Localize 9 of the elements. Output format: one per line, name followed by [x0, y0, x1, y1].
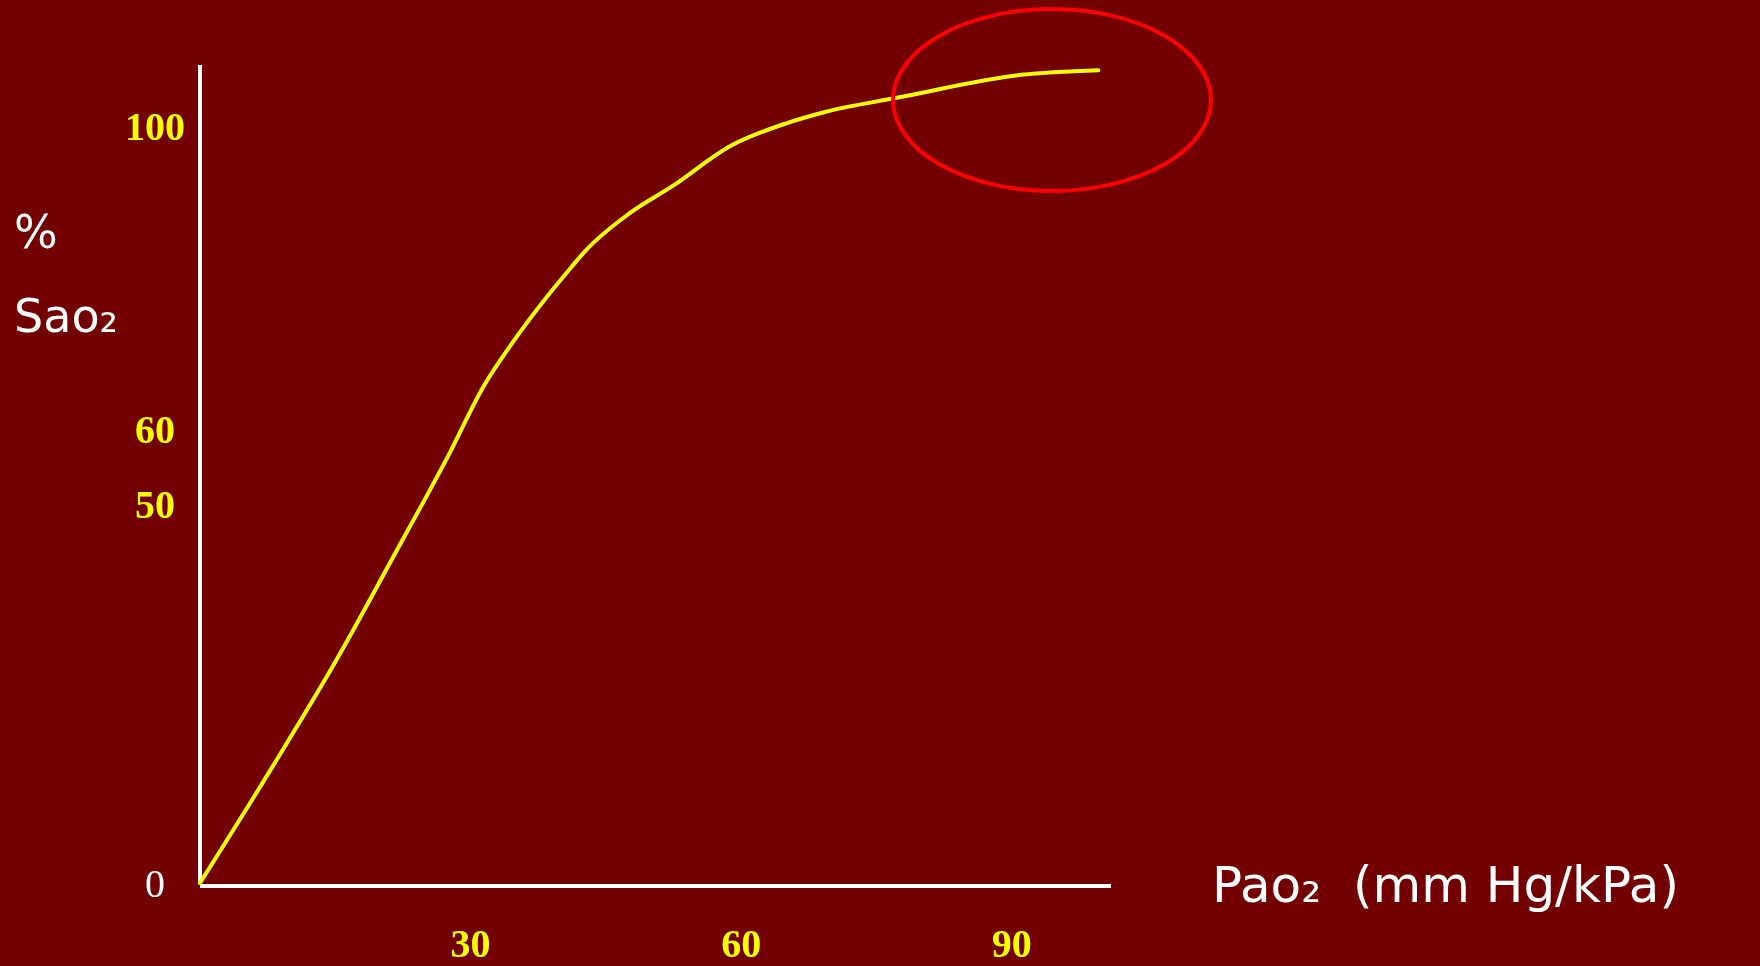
x-tick-label: 60 [721, 921, 762, 966]
y-tick-label: 50 [135, 482, 175, 528]
y-axis-title: % Sao₂ [14, 205, 118, 343]
x-tick-label: 30 [450, 921, 491, 966]
y-tick-label: 0 [145, 861, 165, 906]
y-tick-label: 100 [125, 103, 185, 149]
y-tick-label: 60 [135, 406, 175, 452]
x-axis-title: Pao₂ (mm Hg/kPa) [1212, 856, 1679, 914]
x-tick-label: 90 [991, 921, 1032, 966]
